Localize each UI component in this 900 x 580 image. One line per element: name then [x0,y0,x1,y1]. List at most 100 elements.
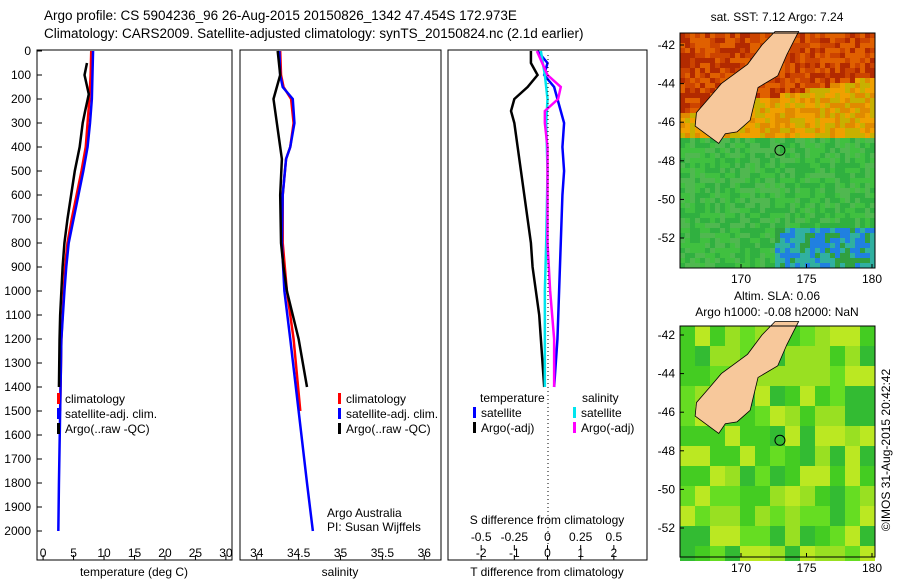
map-cell [735,496,740,501]
map-cell [705,148,710,153]
map-cell [730,183,735,188]
map-cell [755,541,760,546]
map-cell [745,546,750,551]
map-cell [850,68,855,73]
map-cell [795,123,800,128]
map-cell [800,118,805,123]
map-cell [730,466,735,471]
map-cell [815,58,820,63]
map-cell [820,326,825,331]
map-cell [705,263,710,268]
map-cell [820,203,825,208]
map-cell [870,391,875,396]
map-cell [795,526,800,531]
map-cell [860,356,865,361]
map-cell [860,406,865,411]
x2-tick-label: 0.5 [605,530,622,544]
map-cell [835,471,840,476]
legend-label: Argo(..raw -QC) [346,422,431,436]
map-cell [820,143,825,148]
map-cell [680,351,685,356]
map-cell [700,78,705,83]
map-cell [690,391,695,396]
map-cell [700,93,705,98]
map-cell [765,506,770,511]
map-cell [775,451,780,456]
map-cell [700,541,705,546]
map-cell [795,43,800,48]
map-cell [795,461,800,466]
map-cell [750,411,755,416]
map-cell [850,168,855,173]
map-cell [850,456,855,461]
map-cell [815,521,820,526]
map-cell [775,218,780,223]
map-cell [815,436,820,441]
map-cell [715,58,720,63]
map-cell [765,88,770,93]
map-cell [770,203,775,208]
map-cell [840,446,845,451]
map-cell [695,456,700,461]
map-cell [710,516,715,521]
map-cell [750,213,755,218]
map-cell [795,521,800,526]
map-cell [800,38,805,43]
map-cell [820,361,825,366]
map-cell [760,411,765,416]
map-cell [870,193,875,198]
map-cell [755,238,760,243]
map-cell [830,471,835,476]
map-cell [785,451,790,456]
map-cell [745,456,750,461]
map-cell [800,178,805,183]
map-cell [790,133,795,138]
map-cell [840,148,845,153]
map-cell [865,163,870,168]
map-cell [685,556,690,561]
map-cell [750,208,755,213]
map-cell [795,551,800,556]
series-line-argo-raw-qc- [272,50,309,388]
map-cell [705,491,710,496]
map-cell [770,411,775,416]
map-cell [820,401,825,406]
map-cell [735,481,740,486]
map-cell [680,401,685,406]
map-cell [850,218,855,223]
map-cell [725,178,730,183]
map-cell [745,143,750,148]
map-cell [695,326,700,331]
map-cell [845,341,850,346]
map-cell [780,148,785,153]
map-cell [690,431,695,436]
map-cell [815,133,820,138]
map-cell [845,58,850,63]
map-cell [830,451,835,456]
map-cell [790,401,795,406]
x2-tick-label: 0.25 [569,530,593,544]
map-cell [790,148,795,153]
map-cell [690,491,695,496]
map-cell [710,88,715,93]
title-line-1: Argo profile: CS 5904236_96 26-Aug-2015 … [44,8,517,23]
map-cell [775,173,780,178]
map-cell [765,133,770,138]
map-cell [700,203,705,208]
map-cell [690,486,695,491]
map-cell [715,168,720,173]
map-cell [765,178,770,183]
map-cell [865,411,870,416]
map-cell [845,218,850,223]
map-cell [760,486,765,491]
map-cell [695,128,700,133]
map-cell [755,163,760,168]
map-cell [840,108,845,113]
map-cell [750,486,755,491]
map-cell [760,243,765,248]
map-cell [770,446,775,451]
map-cell [775,536,780,541]
sla-map-title-2: Argo h1000: -0.08 h2000: NaN [695,305,858,319]
map-cell [720,531,725,536]
map-cell [820,511,825,516]
